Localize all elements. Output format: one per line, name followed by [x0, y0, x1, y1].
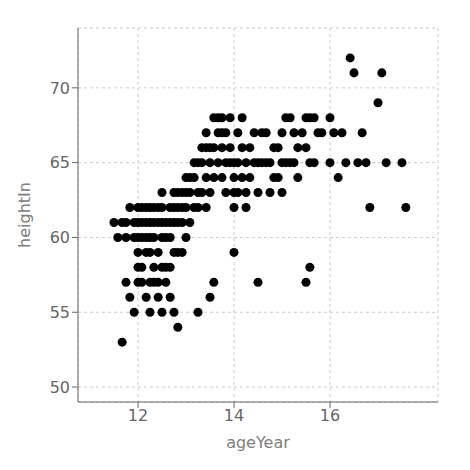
svg-text:heightIn: heightIn	[15, 182, 34, 248]
svg-text:12: 12	[128, 406, 148, 425]
svg-text:50: 50	[50, 378, 70, 397]
svg-text:70: 70	[50, 79, 70, 98]
svg-text:65: 65	[50, 153, 70, 172]
svg-text:55: 55	[50, 303, 70, 322]
svg-text:16: 16	[320, 406, 340, 425]
svg-text:60: 60	[50, 228, 70, 247]
svg-text:14: 14	[224, 406, 244, 425]
svg-text:ageYear: ageYear	[226, 433, 290, 452]
